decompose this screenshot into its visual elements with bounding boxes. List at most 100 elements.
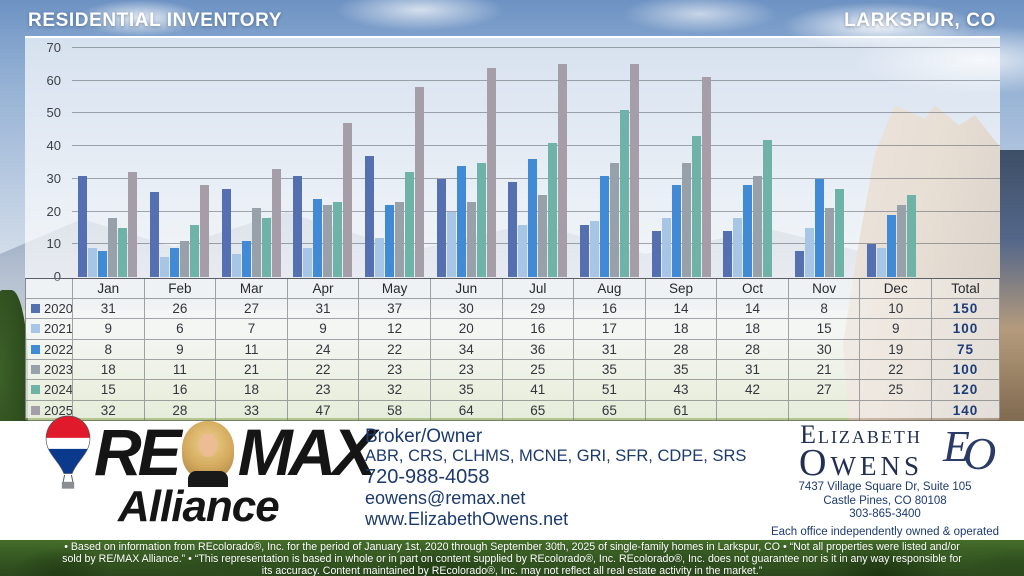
table-year-2024: 2024 (26, 380, 73, 401)
y-axis-tick: 30 (46, 170, 61, 186)
agent-name: Elizabeth Owens E O (761, 422, 996, 483)
table-cell: 19 (860, 339, 932, 360)
bar-2024-jul (548, 142, 558, 277)
bar-2024-mar (261, 218, 271, 277)
table-cell: 51 (574, 380, 646, 401)
bar-2025-apr (343, 123, 353, 277)
header: RESIDENTIAL INVENTORY LARKSPUR, CO (0, 6, 1024, 36)
inventory-bar-chart (72, 38, 1000, 278)
bar-2020-nov (794, 250, 804, 277)
y-axis-tick: 60 (46, 72, 61, 88)
table-header-month: Dec (860, 279, 932, 299)
remax-logo: RE MAX (94, 419, 376, 487)
table-cell: 36 (502, 339, 575, 360)
bar-2020-sep (651, 231, 661, 277)
bar-2022-feb (169, 247, 179, 277)
bar-2024-apr (333, 201, 343, 277)
table-cell: 18 (73, 359, 145, 381)
year-label: 2020 (44, 301, 73, 317)
bar-2025-sep (701, 77, 711, 277)
bar-2023-feb (179, 241, 189, 277)
year-label: 2023 (44, 362, 73, 378)
table-header-month: Feb (144, 279, 217, 299)
bar-2022-jan (98, 250, 108, 277)
table-cell: 16 (502, 319, 575, 340)
bar-group-jan (72, 45, 144, 277)
bar-2021-nov (804, 227, 814, 277)
table-cell: 42 (717, 380, 789, 401)
table-cell: 15 (788, 319, 861, 340)
bar-group-jun (430, 45, 502, 277)
table-cell: 16 (144, 380, 217, 401)
headshot-face (198, 433, 217, 457)
table-cell: 22 (287, 359, 360, 381)
table-cell: 21 (216, 359, 288, 381)
gridline (72, 47, 1000, 48)
table-cell: 12 (359, 319, 431, 340)
table-cell: 7 (216, 319, 288, 340)
table-cell: 28 (717, 339, 789, 360)
table-total-2022: 75 (932, 339, 1000, 360)
bar-2024-may (404, 172, 414, 277)
bar-group-dec (860, 45, 932, 277)
bar-group-may (359, 45, 431, 277)
bar-2021-oct (733, 218, 743, 277)
legend-swatch-2020 (31, 304, 40, 314)
table-total-2021: 100 (932, 319, 1000, 340)
bar-2020-oct (723, 231, 733, 277)
table-cell: 9 (144, 339, 217, 360)
table-total-2023: 100 (932, 359, 1000, 381)
bar-2020-jun (436, 178, 446, 277)
table-total-2024: 120 (932, 380, 1000, 401)
bar-2020-feb (149, 191, 159, 277)
agent-phone[interactable]: 303-865-3400 (849, 508, 921, 520)
broker-email[interactable]: eowens@remax.net (365, 488, 526, 508)
table-cell: 34 (430, 339, 503, 360)
bar-2020-jan (78, 175, 88, 277)
broker-phone[interactable]: 720-988-4058 (365, 466, 490, 488)
table-year-2023: 2023 (26, 359, 73, 381)
table-cell: 14 (717, 299, 789, 320)
table-cell: 8 (788, 299, 861, 320)
bar-2020-dec (866, 244, 876, 277)
headshot-blazer (187, 471, 228, 487)
y-axis-tick: 10 (46, 236, 61, 252)
bar-2025-may (414, 87, 424, 277)
bar-2020-jul (508, 182, 518, 277)
table-cell: 65 (502, 400, 575, 421)
footer-band: RE MAX Alliance Broker/Owner ABR, CRS, C… (0, 415, 1024, 540)
bar-2021-apr (303, 247, 313, 277)
y-axis-tick: 70 (46, 40, 61, 55)
bar-2024-jun (476, 162, 486, 277)
table-cell: 35 (574, 359, 646, 381)
table-cell: 22 (860, 359, 932, 381)
bar-2021-dec (876, 247, 886, 277)
bar-2025-mar (271, 169, 281, 277)
legend-swatch-2021 (31, 324, 40, 334)
table-cell: 28 (645, 339, 718, 360)
bar-2021-sep (661, 218, 671, 277)
y-axis: 0 10 20 30 40 50 60 70 (25, 38, 69, 284)
bar-group-jul (502, 45, 574, 277)
table-cell: 9 (73, 319, 145, 340)
bar-2023-jun (466, 201, 476, 277)
table-cell: 32 (359, 380, 431, 401)
bar-2020-mar (221, 188, 231, 277)
background-trees-bottom (0, 534, 1024, 576)
bar-2023-oct (753, 175, 763, 277)
table-cell: 28 (144, 400, 217, 421)
table-cell: 31 (717, 359, 789, 381)
bar-2024-aug (619, 110, 629, 277)
legend-swatch-2023 (31, 365, 40, 375)
bar-2022-jun (456, 165, 466, 277)
bar-group-nov (789, 45, 861, 277)
table-cell: 10 (860, 299, 932, 320)
table-cell: 14 (645, 299, 718, 320)
bar-2022-may (384, 205, 394, 277)
y-axis-tick: 50 (46, 105, 61, 121)
broker-website[interactable]: www.ElizabethOwens.net (365, 509, 569, 529)
agent-tagline: Each office independently owned & operat… (770, 525, 1000, 538)
bar-2023-mar (251, 208, 261, 277)
broker-title: Broker/Owner (365, 426, 483, 447)
table-cell: 23 (287, 380, 360, 401)
